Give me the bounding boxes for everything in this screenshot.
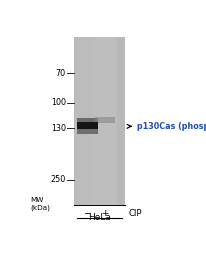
- Text: HeLa: HeLa: [88, 213, 111, 222]
- Bar: [76, 122, 98, 129]
- Bar: [76, 129, 98, 134]
- Bar: [75, 37, 99, 205]
- Bar: [74, 37, 125, 205]
- Text: +: +: [101, 209, 109, 218]
- Text: 70: 70: [56, 69, 66, 78]
- Bar: [93, 37, 117, 205]
- Text: MW
(kDa): MW (kDa): [30, 197, 50, 211]
- Text: 130: 130: [51, 124, 66, 133]
- Text: 250: 250: [50, 175, 66, 184]
- Bar: [76, 118, 98, 122]
- Bar: [95, 118, 115, 123]
- Text: p130Cas (phospho Tyr410): p130Cas (phospho Tyr410): [137, 122, 206, 131]
- Text: CIP: CIP: [129, 209, 142, 218]
- Text: 100: 100: [51, 98, 66, 107]
- Text: −: −: [83, 209, 91, 218]
